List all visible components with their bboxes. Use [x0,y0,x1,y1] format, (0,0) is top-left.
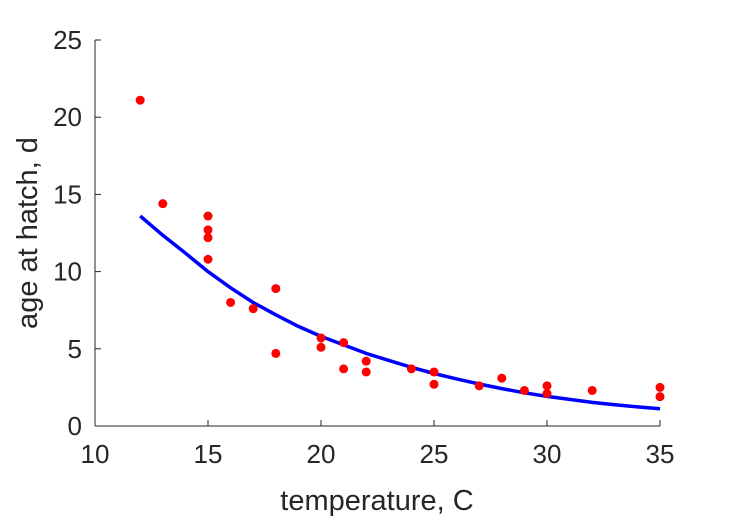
data-point [135,95,145,105]
fit-line-layer [139,214,661,411]
data-point [339,364,349,374]
data-point [519,385,529,395]
y-tick-label: 5 [68,334,82,364]
data-point [542,389,552,399]
data-point [406,364,416,374]
data-point [203,254,213,264]
y-tick-label: 0 [68,411,82,441]
data-point [203,211,213,221]
data-point [203,233,213,243]
data-point [361,356,371,366]
data-point [361,367,371,377]
x-tick-label: 20 [307,439,336,469]
y-tick-label: 15 [53,179,82,209]
points-layer [135,95,665,402]
x-tick-label: 10 [81,439,110,469]
data-point [655,382,665,392]
x-tick-label: 35 [646,439,675,469]
y-tick-label: 10 [53,257,82,287]
x-axis-label: temperature, C [280,485,473,517]
data-point [429,379,439,389]
data-point [316,342,326,352]
data-point [248,304,258,314]
x-tick-label: 15 [194,439,223,469]
data-point [474,381,484,391]
data-point [339,338,349,348]
axes [94,40,660,427]
data-point [497,373,507,383]
data-point [655,392,665,402]
data-point [429,367,439,377]
data-point [316,333,326,343]
x-tick-label: 30 [533,439,562,469]
data-point [271,284,281,294]
y-axis-label: age at hatch, d [12,137,44,329]
data-point [203,225,213,235]
data-point [271,348,281,358]
y-tick-label: 25 [53,25,82,55]
data-point [226,297,236,307]
data-point [158,199,168,209]
ticks-layer: 10 15 20 25 30 35 0 5 10 15 20 25 [53,25,674,469]
data-point [587,385,597,395]
fit-line [139,214,661,411]
y-tick-label: 20 [53,102,82,132]
data-point [542,381,552,391]
x-tick-label: 25 [420,439,449,469]
